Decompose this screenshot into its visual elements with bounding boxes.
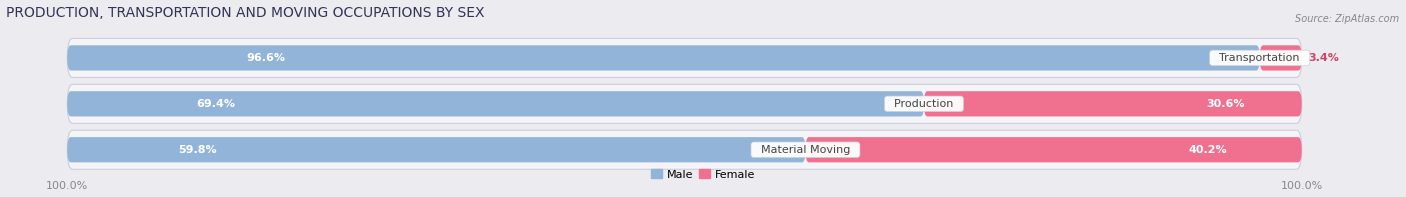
- FancyBboxPatch shape: [924, 91, 1302, 116]
- FancyBboxPatch shape: [67, 84, 1302, 123]
- Text: 3.4%: 3.4%: [1308, 53, 1339, 63]
- FancyBboxPatch shape: [1260, 45, 1302, 71]
- FancyBboxPatch shape: [67, 137, 806, 162]
- Text: 40.2%: 40.2%: [1188, 145, 1227, 155]
- FancyBboxPatch shape: [806, 137, 1302, 162]
- Text: Material Moving: Material Moving: [754, 145, 858, 155]
- FancyBboxPatch shape: [67, 38, 1302, 77]
- FancyBboxPatch shape: [67, 91, 924, 116]
- FancyBboxPatch shape: [67, 45, 1260, 71]
- Text: PRODUCTION, TRANSPORTATION AND MOVING OCCUPATIONS BY SEX: PRODUCTION, TRANSPORTATION AND MOVING OC…: [6, 6, 484, 20]
- Legend: Male, Female: Male, Female: [647, 165, 759, 184]
- FancyBboxPatch shape: [67, 130, 1302, 169]
- Text: 69.4%: 69.4%: [195, 99, 235, 109]
- Text: 96.6%: 96.6%: [246, 53, 285, 63]
- Text: Transportation: Transportation: [1212, 53, 1308, 63]
- Text: Production: Production: [887, 99, 960, 109]
- Text: 30.6%: 30.6%: [1206, 99, 1246, 109]
- Text: Source: ZipAtlas.com: Source: ZipAtlas.com: [1295, 14, 1399, 24]
- Text: 59.8%: 59.8%: [179, 145, 217, 155]
